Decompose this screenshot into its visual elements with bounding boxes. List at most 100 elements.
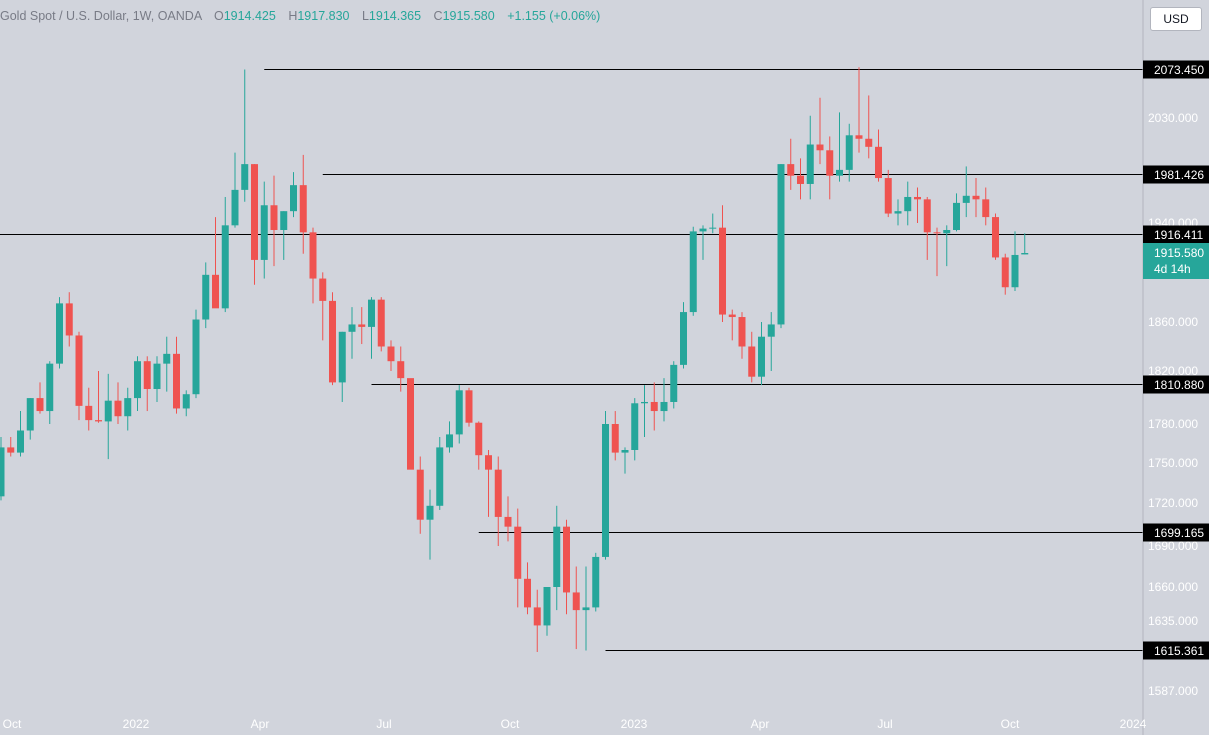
candle <box>719 205 726 322</box>
candle <box>758 322 765 386</box>
candle-body <box>407 378 414 470</box>
candle-body <box>397 361 405 379</box>
open-value: 1914.425 <box>223 9 276 23</box>
candle-body <box>797 175 804 184</box>
candle <box>75 331 83 421</box>
candle <box>806 115 814 200</box>
candle-body <box>602 424 609 557</box>
time-tick-label: Oct <box>501 717 520 731</box>
candle-body <box>650 401 658 412</box>
candle-body <box>836 169 843 176</box>
candle-body <box>553 526 561 587</box>
candle <box>251 164 258 285</box>
candle-body <box>202 274 210 320</box>
price-tick-label: 1635.000 <box>1148 614 1198 628</box>
candle-body <box>260 205 268 260</box>
candle-body <box>962 195 970 203</box>
candle <box>182 390 190 417</box>
candle-body <box>758 336 765 377</box>
candle-body <box>0 447 5 497</box>
candle <box>728 309 736 341</box>
time-tick-label: Jul <box>376 717 391 731</box>
level-label: 2073.450 <box>1154 63 1204 77</box>
candle-body <box>631 403 639 450</box>
candle-body <box>865 138 873 147</box>
candle-body <box>816 144 824 151</box>
candle-body <box>251 164 258 260</box>
candle-body <box>621 450 629 453</box>
candles <box>0 67 1029 652</box>
candle <box>114 382 122 424</box>
candle <box>192 309 200 399</box>
candle-body <box>85 405 93 421</box>
candle <box>455 385 463 444</box>
candle-body <box>348 324 356 332</box>
level-label-bg <box>1143 641 1209 660</box>
candle <box>163 336 171 392</box>
level-labels: 2073.450 1981.426 1916.411 1810.880 1699.165… <box>1143 60 1209 660</box>
candle <box>309 227 317 304</box>
candle-body <box>1001 257 1009 288</box>
candle <box>816 97 824 165</box>
candle <box>572 566 580 650</box>
candle-body <box>582 607 590 611</box>
candle-body <box>572 592 580 611</box>
price-tick-label: 1587.000 <box>1148 684 1198 698</box>
price-tick-label: 2030.000 <box>1148 111 1198 125</box>
candle-body <box>953 202 960 230</box>
candle-body <box>543 587 551 626</box>
candle <box>153 356 161 402</box>
candle <box>426 489 434 560</box>
low-value: 1914.365 <box>368 9 422 23</box>
candle <box>553 505 561 611</box>
candle-body <box>709 227 717 229</box>
candle-body <box>416 469 424 520</box>
candle <box>923 196 931 260</box>
candle <box>485 450 492 517</box>
candle <box>56 297 63 369</box>
candle <box>904 181 912 226</box>
candle <box>524 562 531 615</box>
level-label-bg <box>1143 225 1209 244</box>
candle <box>358 307 366 345</box>
high-label: H <box>288 9 298 23</box>
candle-body <box>309 232 317 279</box>
candle-body <box>56 303 63 364</box>
candle-body <box>728 314 736 318</box>
candle-body <box>17 430 24 453</box>
candle-body <box>465 390 473 423</box>
candle-body <box>104 400 112 422</box>
candle-body <box>504 516 512 527</box>
candle <box>611 411 619 461</box>
candle <box>602 411 609 560</box>
candle <box>855 67 863 153</box>
price-tick-label: 1660.000 <box>1148 580 1198 594</box>
candle <box>875 129 882 182</box>
candle-body <box>670 364 678 402</box>
candle <box>319 272 327 341</box>
last-price-label: 1915.580 <box>1154 246 1204 260</box>
candle-body <box>36 398 44 412</box>
candle <box>641 385 648 437</box>
candle <box>475 421 483 470</box>
candle <box>202 262 210 329</box>
candle-body <box>680 312 687 365</box>
candle <box>407 378 414 470</box>
candle-body <box>533 607 541 626</box>
candle <box>290 172 297 218</box>
level-label: 1699.165 <box>1154 526 1204 540</box>
candle-body <box>368 299 375 327</box>
candle <box>1021 233 1029 255</box>
candle-body <box>192 319 200 395</box>
level-label: 1810.880 <box>1154 378 1204 392</box>
candle <box>884 169 892 218</box>
currency-button[interactable]: USD <box>1150 7 1202 31</box>
low-label: L <box>361 9 369 23</box>
candle-body <box>95 420 102 422</box>
candle-body <box>972 195 980 200</box>
candle <box>270 175 278 267</box>
candle-body <box>46 363 54 412</box>
candle-body <box>485 455 492 470</box>
candle-body <box>387 346 395 362</box>
